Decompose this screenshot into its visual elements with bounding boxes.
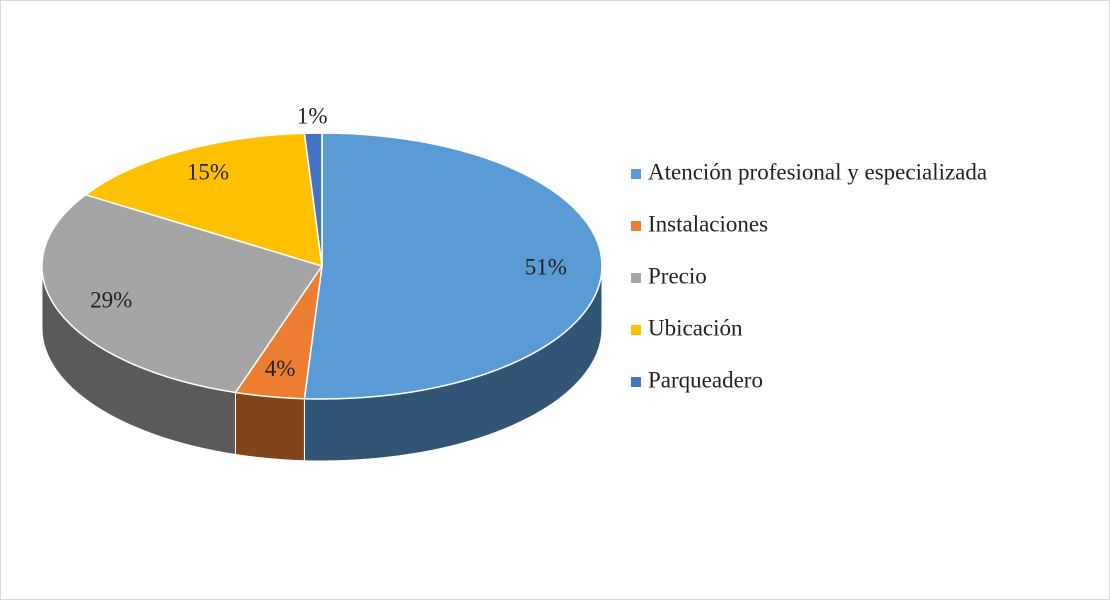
pie-slice — [83, 132, 323, 268]
legend-swatch — [631, 273, 641, 283]
legend-label: Ubicación — [648, 315, 743, 340]
data-label: 15% — [187, 160, 229, 185]
legend-swatch — [631, 169, 641, 179]
legend-swatch — [631, 221, 641, 231]
pie-slice — [303, 132, 323, 267]
legend-label: Precio — [648, 263, 707, 288]
data-label: 51% — [525, 255, 567, 280]
pie-slice — [41, 193, 324, 394]
data-label: 4% — [265, 356, 296, 381]
legend-swatch — [631, 377, 641, 387]
legend-swatch — [631, 325, 641, 335]
legend-label: Atención profesional y especializada — [648, 159, 987, 184]
pie-slice — [303, 132, 603, 400]
data-label: 1% — [297, 104, 328, 129]
legend-label: Instalaciones — [648, 211, 768, 236]
legend-label: Parqueadero — [648, 367, 763, 392]
pie-side — [234, 391, 305, 462]
data-label: 29% — [90, 287, 132, 312]
